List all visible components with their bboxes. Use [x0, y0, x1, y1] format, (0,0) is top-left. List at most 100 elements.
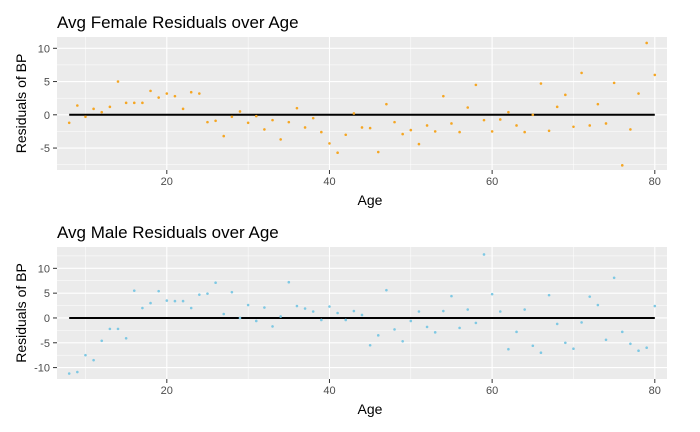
female-y-tick-label: 0 — [44, 110, 50, 122]
female-data-point — [385, 102, 388, 106]
male-data-point — [433, 331, 437, 334]
male-data-point — [246, 303, 250, 307]
male-data-point — [653, 304, 657, 308]
female-data-point — [238, 110, 242, 113]
male-data-point — [555, 322, 559, 326]
female-data-point — [417, 142, 421, 146]
male-x-tick-label: 80 — [649, 385, 661, 397]
female-data-point — [246, 121, 250, 125]
male-data-point — [523, 308, 526, 311]
female-data-point — [531, 113, 535, 117]
male-y-tick-label: 10 — [38, 263, 50, 275]
female-data-point — [580, 71, 583, 75]
female-x-tick-label: 60 — [486, 176, 498, 188]
female-data-point — [116, 80, 120, 83]
female-data-point — [92, 107, 95, 111]
male-data-point — [336, 311, 339, 315]
female-data-point — [279, 138, 282, 141]
male-data-point — [311, 310, 315, 313]
male-data-point — [409, 319, 413, 323]
male-data-point — [458, 326, 461, 330]
female-x-tick-label: 40 — [323, 176, 335, 188]
female-data-point — [173, 94, 177, 98]
male-data-point — [572, 347, 575, 351]
female-y-tick-label: -5 — [40, 143, 50, 155]
male-data-point — [539, 351, 543, 354]
female-data-point — [539, 82, 543, 85]
male-data-point — [442, 309, 445, 313]
female-data-point — [425, 124, 429, 127]
female-data-point — [84, 115, 87, 119]
male-x-tick-label: 60 — [486, 385, 498, 397]
female-data-point — [515, 124, 518, 127]
female-data-point — [132, 101, 136, 105]
male-data-point — [328, 305, 331, 308]
female-data-point — [76, 104, 79, 107]
male-data-point — [108, 327, 112, 331]
male-data-point — [450, 294, 453, 298]
female-data-point — [376, 150, 380, 154]
male-data-point — [165, 299, 169, 302]
female-data-point — [498, 118, 502, 121]
female-data-point — [490, 130, 494, 133]
male-data-point — [295, 304, 299, 308]
female-data-point — [637, 92, 640, 95]
female-chart: Avg Female Residuals over Age 20 40 60 80 -5… — [13, 13, 667, 208]
female-data-point — [645, 41, 648, 45]
female-data-point — [564, 93, 567, 97]
male-data-point — [124, 337, 128, 340]
female-data-point — [409, 128, 413, 132]
female-data-point — [352, 112, 356, 115]
male-data-point — [92, 358, 95, 362]
female-data-point — [198, 92, 201, 95]
female-data-point — [100, 110, 104, 114]
female-data-point — [336, 151, 339, 155]
male-data-point — [490, 292, 494, 296]
male-data-point — [417, 310, 421, 313]
male-data-point — [181, 299, 185, 303]
male-data-point — [198, 293, 201, 296]
female-data-point — [588, 124, 592, 127]
female-data-point — [287, 120, 291, 124]
male-data-point — [515, 330, 518, 334]
female-y-tick-label: 10 — [38, 43, 50, 55]
male-data-point — [482, 253, 486, 256]
male-y-tick-label: -10 — [34, 363, 50, 375]
female-data-point — [368, 126, 372, 130]
male-data-point — [116, 327, 120, 331]
female-data-point — [108, 105, 112, 109]
female-data-point — [507, 110, 510, 114]
male-data-point — [474, 321, 478, 325]
female-data-point — [328, 142, 331, 145]
female-data-point — [295, 106, 299, 110]
male-x-tick-label: 40 — [323, 385, 335, 397]
female-data-point — [474, 83, 478, 87]
female-y-axis-title: Residuals of BP — [13, 54, 29, 154]
male-data-point — [238, 316, 242, 320]
female-data-point — [433, 130, 437, 133]
male-data-point — [360, 313, 364, 317]
male-data-point — [620, 330, 624, 334]
male-panel-background — [57, 247, 667, 379]
female-data-point — [620, 164, 624, 167]
male-data-point — [344, 318, 348, 322]
male-data-point — [173, 299, 177, 303]
male-y-tick-label: 5 — [44, 288, 50, 300]
male-x-axis-title: Age — [358, 401, 383, 417]
female-data-point — [572, 125, 575, 129]
male-data-point — [271, 325, 274, 328]
male-data-point — [588, 295, 592, 298]
female-data-point — [206, 120, 209, 124]
female-data-point — [458, 130, 461, 134]
male-chart: Avg Male Residuals over Age 20 40 60 80 -10 -… — [13, 223, 667, 417]
male-data-point — [303, 307, 307, 310]
male-data-point — [352, 309, 356, 313]
male-chart-title: Avg Male Residuals over Age — [57, 223, 279, 242]
male-data-point — [531, 344, 535, 348]
male-data-point — [596, 303, 600, 307]
male-data-point — [604, 338, 608, 342]
female-data-point — [604, 122, 608, 125]
female-data-point — [523, 130, 526, 134]
male-data-point — [507, 347, 510, 351]
male-data-point — [498, 310, 502, 313]
